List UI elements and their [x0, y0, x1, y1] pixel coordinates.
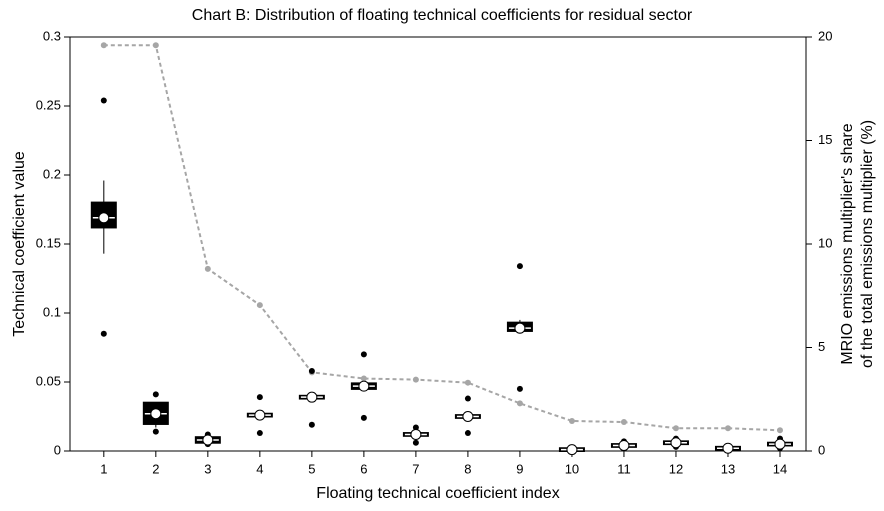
y2-tick-label: 5	[818, 339, 825, 354]
share-point	[152, 42, 159, 49]
x-tick-label: 1	[100, 461, 107, 476]
outlier	[256, 394, 263, 401]
mean	[358, 380, 370, 392]
outlier	[360, 414, 367, 421]
y-tick-label: 0.15	[36, 235, 61, 250]
x-tick-label: 4	[256, 461, 263, 476]
mean	[150, 408, 162, 420]
y2-axis-label: of the total emissions multiplier (%)	[859, 120, 876, 368]
x-tick-label: 8	[464, 461, 471, 476]
mean	[462, 411, 474, 422]
y-tick-label: 0.25	[36, 97, 61, 112]
plot-frame	[69, 36, 807, 452]
outlier	[308, 421, 315, 428]
x-tick-label: 2	[152, 461, 159, 476]
outlier	[152, 428, 159, 435]
y-tick-label: 0.1	[43, 304, 61, 319]
chart-title: Chart B: Distribution of floating techni…	[192, 7, 693, 24]
share-point	[516, 400, 523, 407]
x-tick-label: 10	[565, 461, 579, 476]
y-axis-label: Technical coefficient value	[11, 151, 28, 337]
outlier	[152, 391, 159, 398]
share-point	[412, 376, 419, 383]
outlier	[516, 263, 523, 270]
x-tick-label: 6	[360, 461, 367, 476]
y2-tick-label: 15	[818, 132, 832, 147]
share-point	[464, 379, 471, 386]
y2-tick-label: 20	[818, 28, 832, 43]
share-point	[568, 417, 575, 424]
mean	[202, 434, 214, 446]
outlier	[464, 430, 471, 437]
mean	[254, 409, 266, 421]
mean	[410, 428, 422, 440]
mean	[774, 438, 786, 450]
outlier	[308, 367, 315, 374]
y-tick-label: 0	[54, 442, 61, 457]
mean	[566, 444, 578, 456]
outlier	[360, 351, 367, 358]
mean	[514, 322, 526, 334]
outlier	[100, 97, 107, 104]
x-tick-label: 11	[617, 461, 631, 476]
y2-tick-label: 0	[818, 442, 825, 457]
x-tick-label: 5	[308, 461, 315, 476]
mean	[98, 212, 110, 224]
y-tick-label: 0.3	[43, 28, 61, 43]
share-point	[360, 375, 367, 382]
y2-axis-label: MRIO emissions multiplier's share	[839, 123, 856, 364]
outlier	[256, 430, 263, 437]
y-tick-label: 0.05	[36, 373, 61, 388]
x-tick-label: 12	[669, 461, 683, 476]
x-tick-label: 3	[204, 461, 211, 476]
x-axis-label: Floating technical coefficient index	[316, 485, 559, 502]
x-tick-label: 13	[721, 461, 735, 476]
outlier	[100, 330, 107, 337]
mean	[722, 442, 734, 454]
x-tick-label: 9	[516, 461, 523, 476]
share-point	[776, 427, 783, 434]
y2-tick-label: 10	[818, 235, 832, 250]
share-point	[620, 419, 627, 426]
outlier	[516, 385, 523, 392]
mean	[618, 439, 630, 451]
share-point	[100, 42, 107, 49]
share-line	[103, 44, 781, 432]
outlier	[412, 424, 419, 431]
outlier	[412, 439, 419, 446]
mean	[670, 437, 682, 449]
share-point	[256, 302, 263, 309]
share-point	[204, 265, 211, 272]
y-tick-label: 0.2	[43, 166, 61, 181]
share-point	[724, 425, 731, 432]
share-point	[672, 425, 679, 432]
x-tick-label: 14	[773, 461, 787, 476]
outlier	[464, 395, 471, 402]
x-tick-label: 7	[412, 461, 419, 476]
mean	[306, 391, 318, 403]
